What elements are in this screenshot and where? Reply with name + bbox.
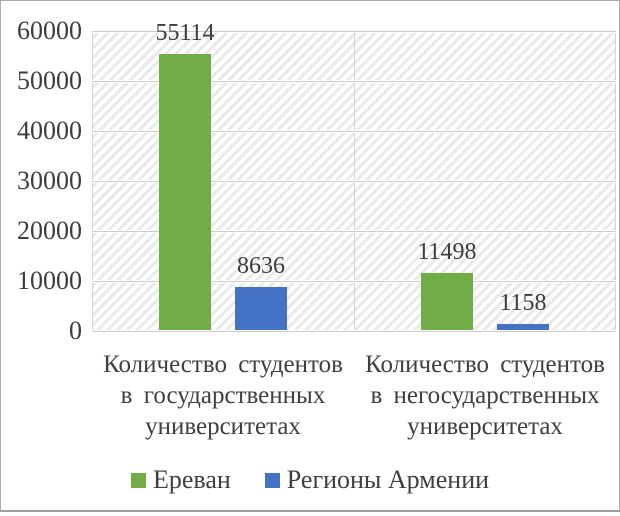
gridline-30000 (92, 180, 616, 183)
data-label-11498: 11498 (417, 239, 477, 265)
category-line: в негосударственных (370, 382, 600, 409)
bar-Регионы Армении-category0 (235, 287, 287, 330)
gridline-50000 (92, 80, 616, 83)
legend-label-yerevan: Ереван (152, 465, 231, 494)
legend-item-yerevan: Ереван (130, 465, 231, 494)
bar-Регионы Армении-category1 (497, 324, 549, 330)
bar-Ереван-category0 (159, 54, 211, 330)
category-line: Количество студентов (103, 351, 343, 378)
gridline-60000 (92, 30, 616, 33)
data-label-55114: 55114 (155, 20, 215, 46)
data-label-8636: 8636 (237, 253, 285, 279)
y-tick-label-40000: 40000 (17, 116, 82, 145)
category-line: университетах (407, 413, 563, 440)
bar-Ереван-category1 (421, 273, 473, 330)
category-line: университетах (145, 413, 301, 440)
y-tick-label-0: 0 (69, 316, 82, 345)
y-tick-label-50000: 50000 (17, 66, 82, 95)
legend-label-regions: Регионы Армении (286, 465, 490, 494)
legend-item-regions: Регионы Армении (264, 465, 490, 494)
category-line: Количество студентов (365, 351, 605, 378)
legend-swatch-yerevan (130, 472, 146, 488)
y-tick-label-10000: 10000 (17, 266, 82, 295)
y-tick-label-20000: 20000 (17, 216, 82, 245)
category-label-nonstate-universities: Количество студентов в негосударственных… (354, 349, 616, 442)
data-label-1158: 1158 (499, 290, 547, 316)
legend: Ереван Регионы Армении (0, 466, 620, 494)
gridline-0 (92, 330, 616, 333)
gridline-40000 (92, 130, 616, 133)
y-tick-label-30000: 30000 (17, 166, 82, 195)
legend-swatch-regions (264, 472, 280, 488)
y-tick-label-60000: 60000 (17, 16, 82, 45)
gridline-10000 (92, 280, 616, 283)
gridline-20000 (92, 230, 616, 233)
x-axis-category-labels: Количество студентов в государственных у… (92, 349, 616, 442)
category-line: в государственных (120, 382, 326, 409)
category-label-state-universities: Количество студентов в государственных у… (92, 349, 354, 442)
plot-area: 55114 11498 8636 1158 (92, 20, 616, 333)
